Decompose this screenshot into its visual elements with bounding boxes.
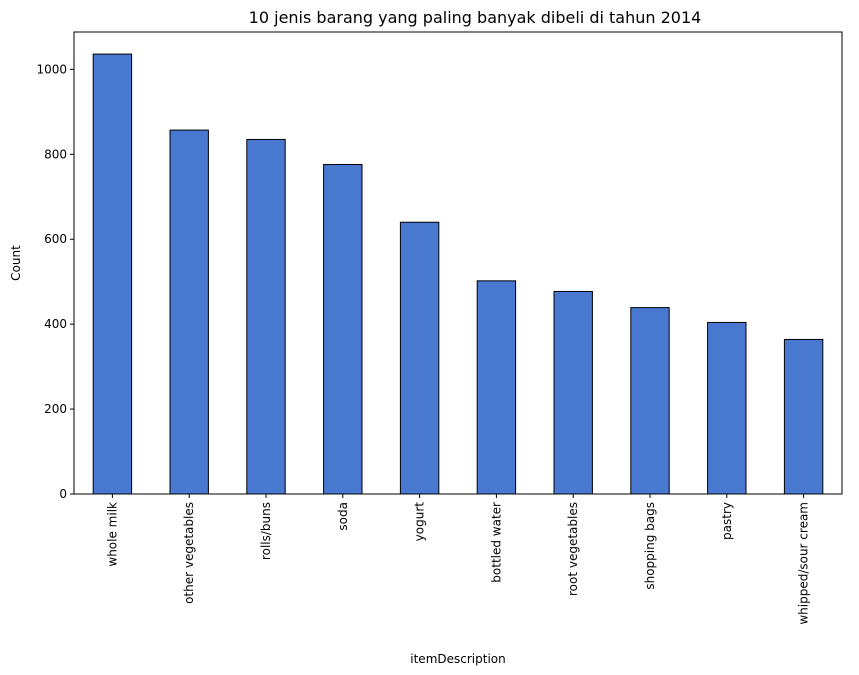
- bars-group: [92, 53, 824, 495]
- x-tick-label: root vegetables: [566, 502, 580, 596]
- bar-soda: [323, 163, 363, 495]
- bar-other-vegetables: [169, 129, 209, 495]
- x-tick-label: yogurt: [413, 502, 427, 542]
- x-axis-label: itemDescription: [410, 652, 505, 666]
- x-tick-label: whole milk: [105, 502, 119, 567]
- plot-area-frame: [73, 31, 843, 495]
- y-tick-label: 600: [44, 232, 67, 246]
- x-tick-label: whipped/sour cream: [797, 502, 811, 625]
- y-axis-ticks: 0 200 400 600 800 1000: [36, 62, 74, 501]
- x-tick-label: bottled water: [489, 502, 503, 583]
- x-axis-ticks: whole milk other vegetables rolls/buns soda…: [105, 494, 811, 625]
- chart-title: 10 jenis barang yang paling banyak dibel…: [249, 8, 702, 27]
- bar-bottled-water: [476, 280, 517, 495]
- bar-rolls-buns: [246, 138, 286, 495]
- x-tick-label: shopping bags: [643, 502, 657, 590]
- x-tick-label: pastry: [720, 502, 734, 540]
- y-axis-label: Count: [9, 245, 23, 281]
- bar-whole-milk: [92, 53, 133, 495]
- bar-yogurt: [399, 221, 440, 495]
- x-tick-label: soda: [336, 502, 350, 531]
- bar-root-vegetables: [553, 290, 593, 495]
- bar-pastry: [707, 321, 747, 495]
- y-tick-label: 200: [44, 402, 67, 416]
- x-tick-label: other vegetables: [182, 502, 196, 604]
- y-tick-label: 1000: [36, 62, 67, 76]
- bar-shopping-bags: [630, 307, 670, 495]
- y-tick-label: 0: [59, 487, 67, 501]
- x-tick-label: rolls/buns: [259, 502, 273, 560]
- bar-whipped-sour-cream: [783, 338, 824, 495]
- y-tick-label: 400: [44, 317, 67, 331]
- y-tick-label: 800: [44, 147, 67, 161]
